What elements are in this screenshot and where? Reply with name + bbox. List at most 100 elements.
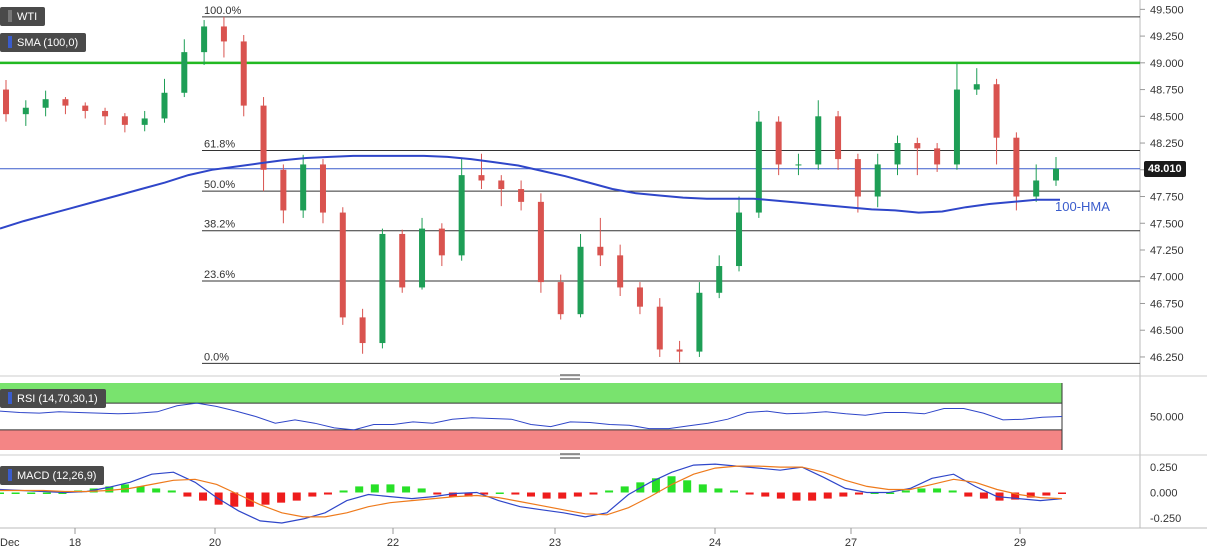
time-tick-label: 22: [387, 537, 399, 549]
macd-signal-line: [0, 465, 1063, 518]
candle-body: [121, 116, 128, 125]
hma-polyline: [0, 154, 1060, 230]
macd-histogram-bar: [839, 492, 848, 497]
macd-histogram-bar: [1058, 492, 1066, 494]
fib-label: 61.8%: [204, 139, 235, 151]
candle-body: [617, 255, 624, 288]
macd-histogram-bar: [417, 488, 426, 493]
candle-body: [82, 105, 89, 111]
macd-histogram-bar: [901, 490, 910, 493]
candle-body: [359, 317, 366, 344]
price-axis: 49.500 49.250 49.000 48.750 48.500 48.250 48.0…: [1140, 4, 1184, 364]
macd-tick-label: -0.250: [1150, 513, 1181, 525]
price-tick-label: 49.500: [1150, 4, 1184, 16]
macd-histogram-bar: [823, 492, 832, 499]
candle-body: [676, 349, 683, 352]
candle-body: [240, 41, 247, 106]
macd-histogram-bar: [792, 492, 801, 501]
macd-histogram-bar: [683, 480, 692, 493]
candle-body: [478, 175, 485, 181]
price-tick-label: 47.500: [1150, 218, 1184, 230]
candle-body: [934, 148, 941, 165]
legend-symbol-tag[interactable]: WTI: [0, 7, 46, 26]
candle-body: [339, 212, 346, 318]
macd-histogram-bar: [886, 492, 895, 494]
fib-label: 23.6%: [204, 269, 235, 281]
price-tick-label: 47.000: [1150, 272, 1184, 284]
fib-label: 0.0%: [204, 351, 229, 363]
macd-histogram-bar: [448, 492, 457, 497]
macd-histogram-bar: [339, 490, 348, 493]
candle-body: [636, 287, 643, 307]
rsi-oversold-zone: [0, 429, 1062, 450]
macd-histogram-bar: [745, 492, 754, 495]
fibonacci-levels: 100.0% 61.8% 50.0% 38.2% 23.6% 0.0%: [202, 5, 1140, 364]
candle-body: [577, 246, 584, 315]
macd-histogram-bar: [323, 492, 332, 495]
candle-body: [22, 107, 29, 115]
macd-panel: 0.250 0.000 -0.250: [0, 462, 1181, 525]
hma-label: 100-HMA: [1055, 199, 1110, 214]
legend-macd-tag[interactable]: MACD (12,26,9): [0, 466, 105, 485]
candle-body: [815, 116, 822, 165]
macd-histogram-bar: [167, 490, 176, 493]
macd-histogram-bar: [605, 490, 614, 493]
rsi-panel: 50.000: [0, 383, 1184, 450]
candle-body: [854, 159, 861, 197]
candle-body: [755, 121, 762, 213]
macd-histogram-bar: [183, 492, 192, 497]
legend-rsi-tag[interactable]: RSI (14,70,30,1): [0, 389, 106, 408]
price-tick-label: 46.500: [1150, 325, 1184, 337]
candle-body: [557, 282, 564, 315]
legend-sma-tag[interactable]: SMA (100,0): [0, 33, 87, 52]
macd-histogram-bar: [651, 478, 660, 493]
legend-symbol-text: WTI: [17, 11, 38, 23]
candle-body: [874, 164, 881, 197]
price-tick-label: 49.000: [1150, 58, 1184, 70]
candle-body: [1053, 168, 1059, 181]
candle-body: [260, 105, 267, 170]
macd-histogram-bar: [979, 492, 988, 499]
time-tick-label: Dec: [0, 537, 20, 549]
candle-body: [914, 143, 921, 149]
time-axis: Dec 18 20 22 23 24 27 29: [0, 528, 1026, 549]
macd-histogram-bar: [495, 492, 504, 494]
candle-body: [62, 99, 69, 106]
macd-histogram-bar: [854, 492, 863, 495]
macd-histogram-bar: [964, 492, 973, 497]
macd-tick-label: 0.000: [1150, 488, 1178, 500]
fib-label: 38.2%: [204, 219, 235, 231]
candle-body: [993, 84, 1000, 138]
candle-body: [537, 201, 544, 283]
candle-body: [894, 143, 901, 165]
price-tick-label: 46.750: [1150, 298, 1184, 310]
macd-histogram-bar: [1011, 492, 1020, 500]
macd-histogram-bar: [870, 492, 879, 494]
macd-histogram-bar: [105, 486, 114, 493]
candle-body: [1013, 137, 1020, 197]
candle-body: [42, 99, 49, 108]
candlestick-series: [3, 16, 1059, 363]
macd-histogram-bar: [776, 492, 785, 499]
macd-histogram-bar: [558, 492, 567, 499]
price-tick-label: 46.250: [1150, 352, 1184, 364]
macd-histogram-bar: [261, 492, 270, 505]
macd-histogram-bar: [230, 492, 239, 507]
candle-body: [220, 26, 227, 42]
macd-histogram-bar: [308, 492, 317, 497]
macd-histogram-bar: [27, 492, 36, 494]
legend-rsi-text: RSI (14,70,30,1): [17, 393, 98, 405]
price-tick-label: 48.750: [1150, 85, 1184, 97]
macd-histogram-bar: [11, 492, 20, 494]
time-tick-label: 18: [69, 537, 81, 549]
last-price-badge: 48.010: [1144, 161, 1186, 177]
time-tick-label: 23: [549, 537, 561, 549]
candle-body: [518, 189, 525, 202]
time-tick-label: 27: [845, 537, 857, 549]
macd-histogram-bar: [761, 492, 770, 497]
macd-histogram-bar: [277, 492, 286, 503]
candle-body: [419, 228, 426, 288]
time-tick-label: 20: [209, 537, 221, 549]
time-tick-label: 29: [1014, 537, 1026, 549]
